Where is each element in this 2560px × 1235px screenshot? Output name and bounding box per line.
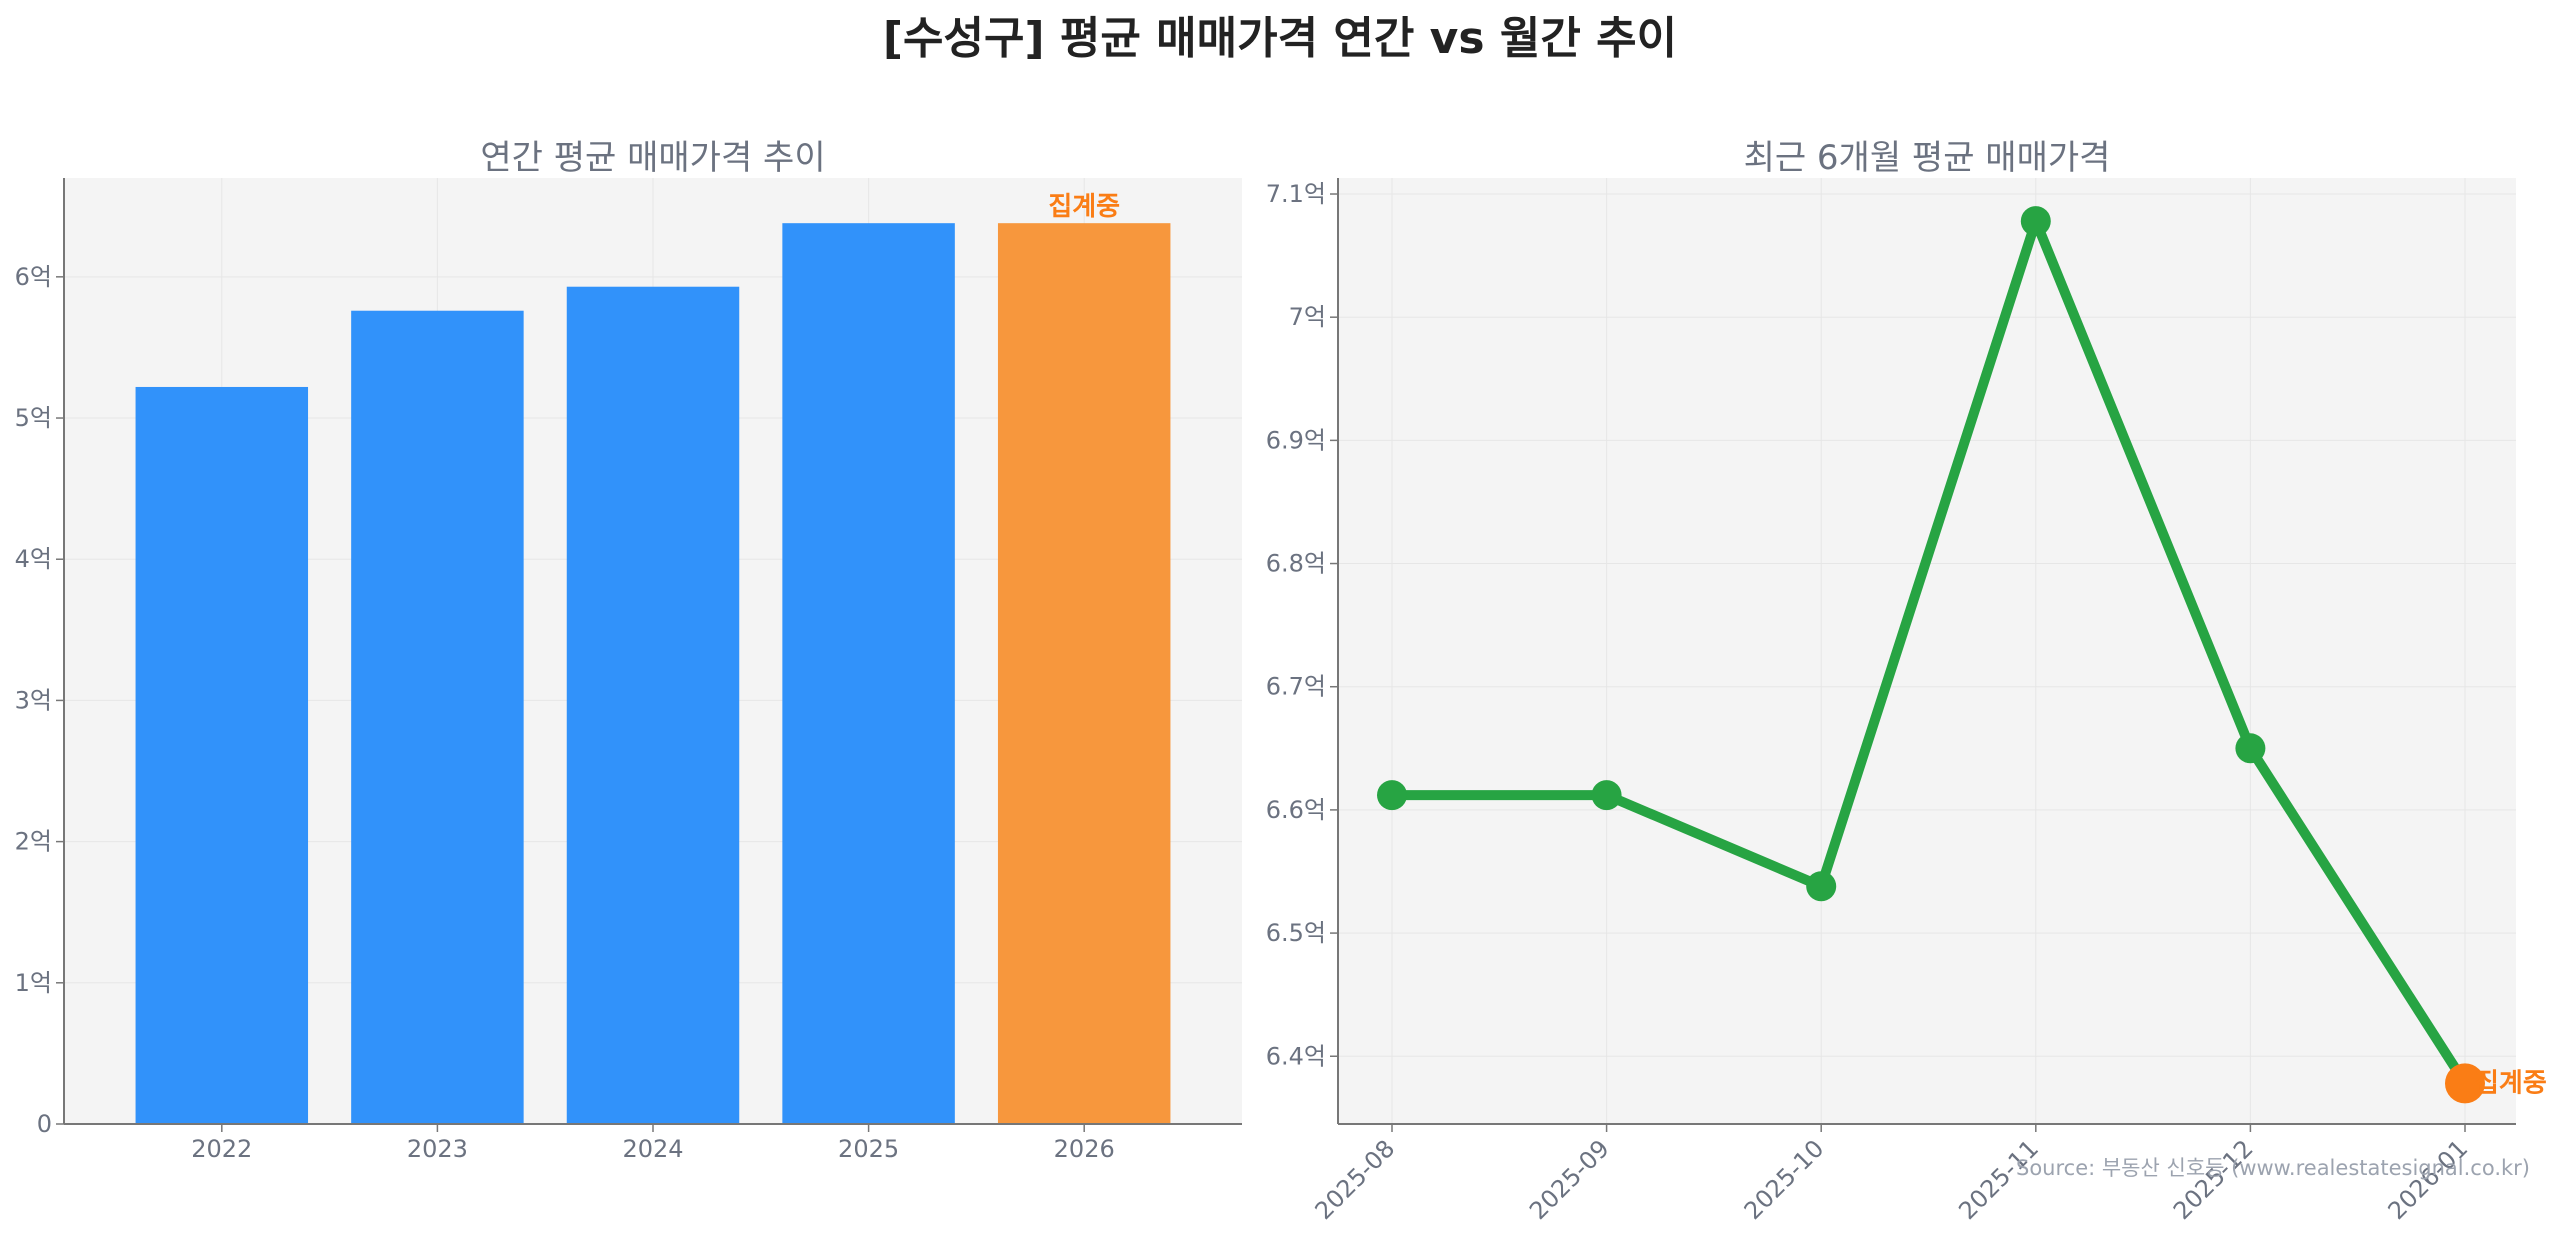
- annual-chart-title: 연간 평균 매매가격 추이: [480, 138, 826, 178]
- annual-bar: [782, 223, 955, 1125]
- annual-y-tick-label: 6억: [15, 263, 52, 291]
- monthly-y-tick-label: 7.1억: [1266, 180, 1326, 208]
- annual-y-tick-label: 2억: [15, 828, 52, 856]
- annual-bar: [135, 386, 309, 1124]
- monthly-x-tick-label: 2025-08: [1310, 1134, 1401, 1225]
- monthly-y-tick-label: 6.7억: [1266, 673, 1326, 701]
- annual-x-tick-label: 2023: [407, 1135, 468, 1163]
- annual-bar: [351, 310, 524, 1124]
- annual-bar: [566, 286, 740, 1125]
- source-label: Source: 부동산 신호등 (www.realestatesignal.co…: [2016, 1156, 2530, 1180]
- monthly-data-point: [1377, 780, 1407, 811]
- monthly-data-point: [2235, 733, 2266, 764]
- monthly-chart-title: 최근 6개월 평균 매매가격: [1743, 138, 2111, 178]
- monthly-data-point: [2020, 206, 2051, 237]
- monthly-y-tick-label: 7억: [1289, 303, 1326, 331]
- annual-y-tick-label: 1억: [15, 969, 52, 997]
- annual-y-tick-label: 0: [37, 1110, 52, 1138]
- monthly-highlight-label: 집계중: [2475, 1068, 2547, 1098]
- annual-x-tick-label: 2024: [622, 1135, 683, 1163]
- monthly-x-tick-label: 2025-09: [1524, 1134, 1615, 1225]
- annual-bar: [997, 223, 1171, 1125]
- monthly-y-tick-label: 6.4억: [1266, 1042, 1326, 1070]
- annual-y-tick-label: 3억: [15, 686, 52, 714]
- monthly-data-point: [2445, 1063, 2485, 1104]
- monthly-y-tick-label: 6.8억: [1266, 550, 1326, 578]
- monthly-data-point: [1591, 780, 1622, 811]
- annual-y-tick-label: 5억: [15, 404, 52, 432]
- monthly-series-line: [1387, 216, 2470, 1089]
- figure-title: [수성구] 평균 매매가격 연간 vs 월간 추이: [882, 13, 1678, 64]
- annual-x-tick-label: 2022: [191, 1135, 252, 1163]
- annual-highlight-label: 집계중: [1048, 192, 1120, 222]
- annual-y-tick-label: 4억: [15, 545, 52, 573]
- monthly-y-tick-label: 6.6억: [1266, 796, 1326, 824]
- monthly-x-tick-label: 2025-10: [1739, 1134, 1830, 1225]
- monthly-plot-area: [1338, 178, 2516, 1124]
- annual-x-tick-label: 2025: [838, 1135, 899, 1163]
- monthly-y-tick-label: 6.5억: [1266, 919, 1326, 947]
- annual-x-tick-label: 2026: [1054, 1135, 1115, 1163]
- monthly-data-point: [1806, 871, 1837, 902]
- monthly-y-tick-label: 6.9억: [1266, 426, 1326, 454]
